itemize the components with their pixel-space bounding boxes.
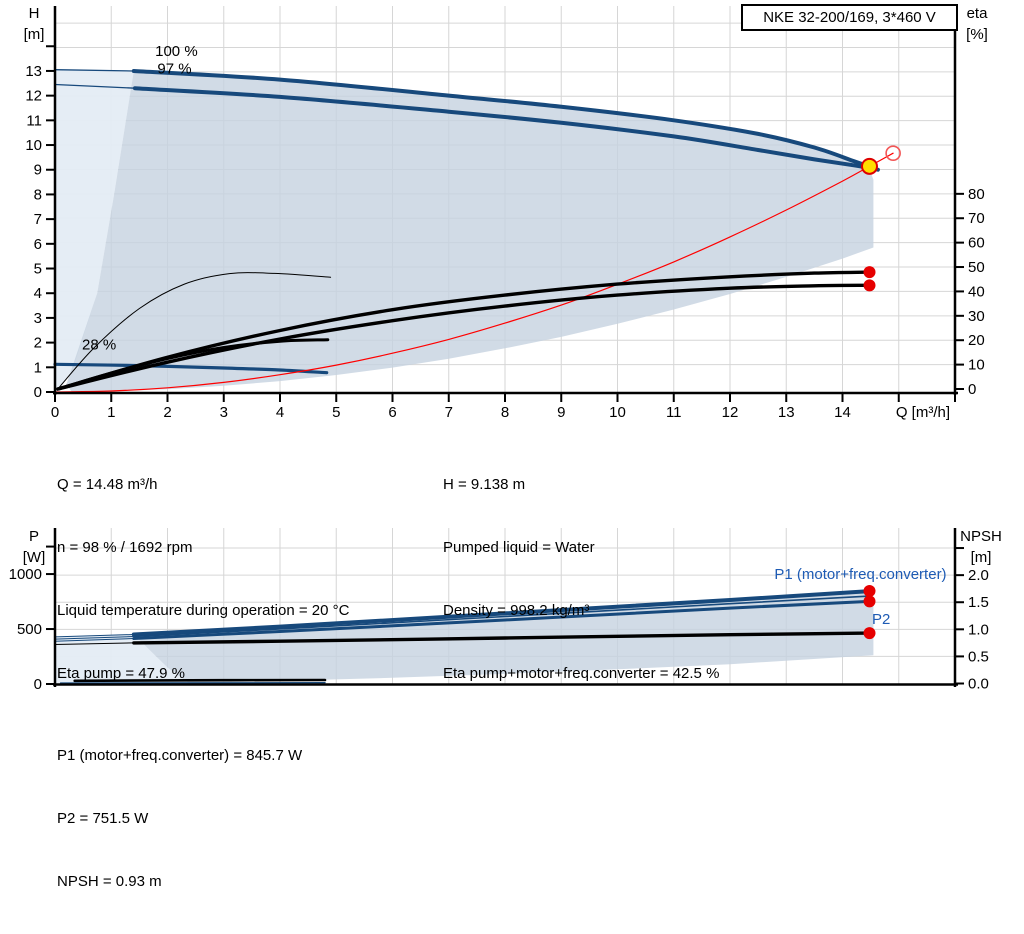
left-tick-label: 10 xyxy=(25,137,42,154)
right-tick-label: 80 xyxy=(968,186,985,203)
npsh-endpoint xyxy=(864,627,876,639)
right-tick-label: 70 xyxy=(968,210,985,227)
speed-label-97: 97 % xyxy=(157,60,191,77)
operating-data-right: H = 9.138 m Pumped liquid = Water Densit… xyxy=(443,432,719,726)
speed-value: n = 98 % / 1692 rpm xyxy=(57,537,349,558)
right-tick-label: 60 xyxy=(968,235,985,252)
x-tick-label: 13 xyxy=(778,404,795,421)
left-tick-label: 12 xyxy=(25,88,42,105)
right-tick-label: 20 xyxy=(968,332,985,349)
right-tick-label: 30 xyxy=(968,308,985,325)
x-tick-label: 9 xyxy=(557,404,565,421)
liquid-temperature-value: Liquid temperature during operation = 20… xyxy=(57,600,349,621)
right-tick-label: 10 xyxy=(968,357,985,374)
left-tick-label: 11 xyxy=(26,112,42,129)
power-npsh-data: P1 (motor+freq.converter) = 845.7 W P2 =… xyxy=(57,703,302,934)
left-tick-label: 6 xyxy=(34,236,42,253)
left-tick-label: 9 xyxy=(34,162,42,179)
pump-title: NKE 32-200/169, 3*460 V xyxy=(763,9,936,26)
left-tick-label: 5 xyxy=(34,261,42,278)
x-tick-label: 0 xyxy=(51,404,59,421)
x-tick-label: 6 xyxy=(388,404,396,421)
p1-endpoint xyxy=(864,585,876,597)
duty-point xyxy=(862,159,877,174)
series-operating-envelope xyxy=(66,71,873,392)
p1-value: P1 (motor+freq.converter) = 845.7 W xyxy=(57,745,302,766)
left-tick-label: 0 xyxy=(34,384,42,401)
head-value: H = 9.138 m xyxy=(443,474,719,495)
x-tick-label: 8 xyxy=(501,404,509,421)
left-tick-label: 0 xyxy=(34,676,42,693)
p2-value: P2 = 751.5 W xyxy=(57,808,302,829)
speed-label-100: 100 % xyxy=(155,43,198,60)
left-tick-label: 7 xyxy=(34,211,42,228)
left-axis-title: [m] xyxy=(24,26,45,43)
eta-total-value: Eta pump+motor+freq.converter = 42.5 % xyxy=(443,663,719,684)
left-tick-label: 8 xyxy=(34,186,42,203)
left-axis-title: H xyxy=(29,5,40,22)
left-tick-label: 500 xyxy=(17,621,42,638)
eta-pump-endpoint xyxy=(864,266,876,278)
left-tick-label: 13 xyxy=(25,63,42,80)
operating-data-left: Q = 14.48 m³/h n = 98 % / 1692 rpm Liqui… xyxy=(57,432,349,726)
x-tick-label: 12 xyxy=(722,404,739,421)
pumped-liquid-value: Pumped liquid = Water xyxy=(443,537,719,558)
right-tick-label: 40 xyxy=(968,283,985,300)
right-axis-title: [m] xyxy=(971,549,992,566)
pump-title-box: NKE 32-200/169, 3*460 V xyxy=(741,4,958,31)
eta-total-endpoint xyxy=(864,279,876,291)
x-tick-label: 1 xyxy=(107,404,115,421)
flow-value: Q = 14.48 m³/h xyxy=(57,474,349,495)
left-tick-label: 1000 xyxy=(9,566,42,583)
left-tick-label: 4 xyxy=(34,285,42,302)
right-tick-label: 0.5 xyxy=(968,648,989,665)
x-tick-label: 11 xyxy=(666,404,682,421)
x-tick-label: 14 xyxy=(834,404,851,421)
right-tick-label: 1.0 xyxy=(968,621,989,638)
right-tick-label: 2.0 xyxy=(968,567,989,584)
density-value: Density = 998.2 kg/m³ xyxy=(443,600,719,621)
right-axis-title: eta xyxy=(967,5,989,22)
left-tick-label: 3 xyxy=(34,310,42,327)
speed-label-28: 28 % xyxy=(82,337,116,354)
npsh-value: NPSH = 0.93 m xyxy=(57,871,302,892)
p2-curve-label: P2 xyxy=(872,611,890,628)
x-tick-label: 10 xyxy=(609,404,626,421)
right-tick-label: 0 xyxy=(968,381,976,398)
eta-pump-value: Eta pump = 47.9 % xyxy=(57,663,349,684)
right-tick-label: 50 xyxy=(968,259,985,276)
left-axis-title: P xyxy=(29,528,39,545)
left-tick-label: 2 xyxy=(34,335,42,352)
right-tick-label: 1.5 xyxy=(968,594,989,611)
x-tick-label: 2 xyxy=(163,404,171,421)
p1-curve-label: P1 (motor+freq.converter) xyxy=(774,566,946,583)
top-series xyxy=(55,70,893,392)
right-tick-label: 0.0 xyxy=(968,676,989,693)
left-axis-title: [W] xyxy=(23,549,46,566)
right-axis-title: NPSH xyxy=(960,528,1002,545)
p2-endpoint xyxy=(864,595,876,607)
x-tick-label: 3 xyxy=(220,404,228,421)
left-tick-label: 1 xyxy=(34,359,42,376)
x-tick-label: 7 xyxy=(445,404,453,421)
x-tick-label: 5 xyxy=(332,404,340,421)
x-axis-title: Q [m³/h] xyxy=(896,404,950,421)
right-axis-title: [%] xyxy=(966,26,988,43)
x-tick-label: 4 xyxy=(276,404,284,421)
